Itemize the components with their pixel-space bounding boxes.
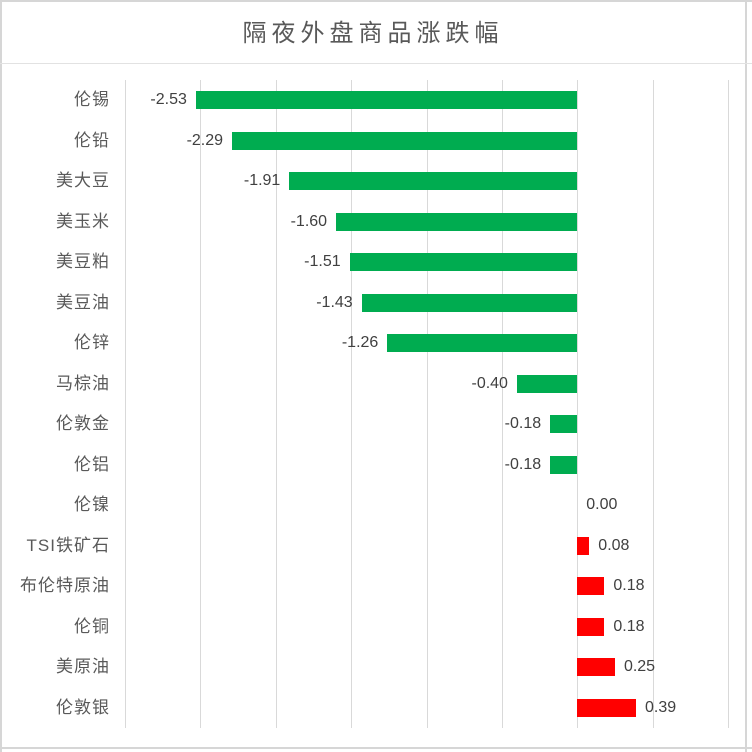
bar — [387, 334, 578, 353]
bar — [577, 577, 605, 596]
bar — [195, 91, 578, 110]
bar — [349, 253, 578, 272]
plot-area: -2.53 -2.29 -1.91 -1.60 -1.51 -1.43 -1.26 -0.40… — [124, 80, 729, 728]
category-label: 美豆粕 — [56, 252, 110, 271]
gridline — [124, 80, 126, 728]
category-label: 伦铝 — [74, 454, 110, 474]
value-label: -0.18 — [504, 455, 542, 473]
gridline — [350, 80, 352, 728]
bar — [550, 455, 578, 474]
card-border-left — [0, 0, 2, 752]
gridline — [652, 80, 654, 728]
category-label: 美玉米 — [56, 211, 110, 231]
value-label: -1.26 — [341, 334, 379, 351]
bar — [336, 212, 578, 231]
gridline — [275, 80, 277, 728]
category-label: 伦铅 — [74, 130, 110, 150]
gridline — [727, 80, 729, 728]
bar — [550, 415, 578, 434]
value-label: -2.53 — [150, 91, 187, 108]
value-label: -0.18 — [504, 415, 542, 432]
value-label: -1.43 — [316, 293, 353, 311]
category-label: 伦铜 — [74, 616, 110, 636]
category-label: 马棕油 — [56, 373, 110, 393]
value-label: -1.60 — [290, 212, 328, 230]
value-label: -0.40 — [471, 374, 508, 392]
value-label: 0.18 — [613, 617, 645, 635]
value-label: 0.00 — [586, 496, 618, 513]
category-label: 布伦特原油 — [20, 576, 110, 595]
category-label: 伦敦金 — [56, 414, 110, 433]
bar — [289, 172, 578, 191]
value-label: 0.08 — [598, 536, 630, 554]
gridline — [501, 80, 503, 728]
gridline — [576, 80, 578, 728]
chart-title: 隔夜外盘商品涨跌幅 — [242, 20, 504, 47]
title-separator-line — [0, 63, 752, 64]
value-label: 0.18 — [613, 577, 645, 594]
value-label: -2.29 — [186, 131, 224, 149]
gridline — [199, 80, 201, 728]
value-label: 0.39 — [645, 698, 677, 716]
card-border-top — [0, 0, 752, 2]
category-label: TSI铁矿石 — [26, 535, 110, 555]
bar — [577, 658, 615, 677]
category-label: 美豆油 — [56, 292, 110, 312]
gridline — [426, 80, 428, 728]
category-label: 伦锡 — [74, 90, 110, 109]
category-label: 美原油 — [56, 657, 110, 676]
value-label: 0.25 — [623, 658, 656, 675]
bar — [577, 536, 590, 555]
category-label: 伦敦银 — [56, 697, 110, 717]
bar — [232, 131, 578, 150]
bar — [361, 293, 578, 312]
value-label: -1.51 — [304, 253, 341, 270]
category-label: 美大豆 — [56, 171, 110, 190]
bar — [577, 617, 605, 636]
category-label: 伦锌 — [74, 333, 110, 352]
bar — [577, 698, 637, 717]
card-border-right — [745, 0, 747, 752]
card-border-bottom — [0, 747, 752, 749]
category-label: 伦镍 — [74, 495, 110, 514]
bar — [516, 374, 578, 393]
value-label: -1.91 — [243, 172, 281, 189]
